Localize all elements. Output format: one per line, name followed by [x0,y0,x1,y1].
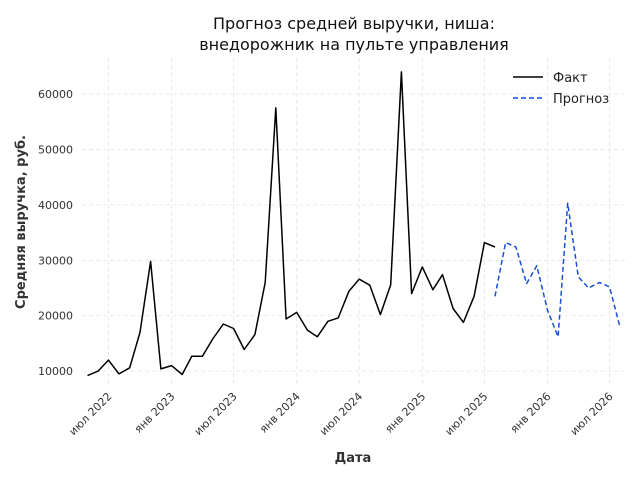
chart-title-line-1: Прогноз средней выручки, ниша: [213,14,495,33]
chart-title-line-2: внедорожник на пульте управления [199,35,509,54]
x-tick-label: янв 2023 [132,390,178,436]
x-tick-label: июл 2023 [192,390,240,438]
y-tick-label: 20000 [38,310,73,323]
x-tick-label: июл 2025 [442,390,490,438]
x-tick-label: июл 2022 [66,390,114,438]
forecast-point-2026-02 [557,336,559,338]
forecast-point-2025-09 [504,241,506,243]
y-tick-label: 60000 [38,88,73,101]
y-tick-label: 50000 [38,143,73,156]
y-axis-ticks: 10000 20000 30000 40000 50000 60000 [38,88,73,378]
x-tick-label: янв 2024 [257,390,303,436]
series-line-fact [87,71,496,377]
y-tick-label: 40000 [38,199,73,212]
x-tick-label: июл 2026 [568,390,616,438]
series-lines [87,71,621,377]
x-tick-label: июл 2024 [317,390,365,438]
forecast-point-2026-05 [587,287,589,289]
grid [82,58,625,385]
legend-label-fact: Факт [553,71,588,86]
x-axis-ticks: июл 2022 янв 2023 июл 2023 янв 2024 июл 2024… [66,390,615,438]
legend: Факт Прогноз [513,71,609,107]
y-tick-label: 10000 [38,365,73,378]
x-tick-label: янв 2025 [383,390,429,436]
legend-label-forecast: Прогноз [553,92,609,107]
y-tick-label: 30000 [38,254,73,267]
x-axis-label: Дата [335,451,372,466]
y-axis-label: Средняя выручка, руб. [14,135,29,309]
x-tick-label: янв 2026 [508,390,554,436]
series-line-forecast [494,202,621,338]
